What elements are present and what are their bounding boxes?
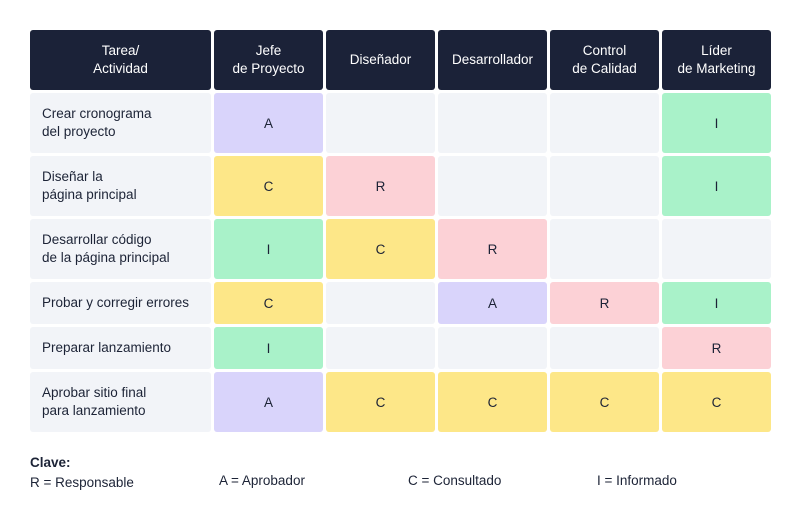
raci-cell: A xyxy=(214,372,323,432)
raci-cell: R xyxy=(550,282,659,324)
legend-title: Clave: xyxy=(30,455,71,470)
raci-cell: C xyxy=(550,372,659,432)
raci-cell: C xyxy=(438,372,547,432)
header-marketing-lead: Líder de Marketing xyxy=(662,30,771,90)
raci-cell: C xyxy=(214,282,323,324)
raci-cell xyxy=(662,219,771,279)
raci-table: Tarea/ Actividad Jefe de Proyecto Diseña… xyxy=(30,30,771,432)
raci-cell: I xyxy=(662,93,771,153)
raci-cell xyxy=(326,282,435,324)
raci-cell: I xyxy=(662,282,771,324)
raci-cell: R xyxy=(326,156,435,216)
raci-cell xyxy=(550,93,659,153)
raci-cell: A xyxy=(438,282,547,324)
legend-responsible: R = Responsable xyxy=(30,475,134,490)
raci-cell xyxy=(438,93,547,153)
legend-informed: I = Informado xyxy=(597,473,677,488)
task-label: Crear cronograma del proyecto xyxy=(30,93,211,153)
raci-cell xyxy=(326,327,435,369)
raci-cell: A xyxy=(214,93,323,153)
raci-cell xyxy=(438,156,547,216)
legend-approver: A = Aprobador xyxy=(219,473,305,488)
header-task: Tarea/ Actividad xyxy=(30,30,211,90)
raci-cell xyxy=(550,327,659,369)
legend-consulted: C = Consultado xyxy=(408,473,502,488)
raci-cell: C xyxy=(326,372,435,432)
raci-cell xyxy=(326,93,435,153)
task-label: Aprobar sitio final para lanzamiento xyxy=(30,372,211,432)
raci-cell xyxy=(550,156,659,216)
raci-cell: R xyxy=(438,219,547,279)
task-label: Diseñar la página principal xyxy=(30,156,211,216)
header-project-manager: Jefe de Proyecto xyxy=(214,30,323,90)
raci-cell: C xyxy=(662,372,771,432)
raci-cell: I xyxy=(662,156,771,216)
raci-cell: I xyxy=(214,327,323,369)
raci-cell: C xyxy=(326,219,435,279)
raci-cell xyxy=(550,219,659,279)
raci-cell: R xyxy=(662,327,771,369)
raci-cell xyxy=(438,327,547,369)
header-designer: Diseñador xyxy=(326,30,435,90)
header-quality-control: Control de Calidad xyxy=(550,30,659,90)
raci-cell: I xyxy=(214,219,323,279)
task-label: Probar y corregir errores xyxy=(30,282,211,324)
task-label: Desarrollar código de la página principa… xyxy=(30,219,211,279)
raci-cell: C xyxy=(214,156,323,216)
task-label: Preparar lanzamiento xyxy=(30,327,211,369)
header-developer: Desarrollador xyxy=(438,30,547,90)
